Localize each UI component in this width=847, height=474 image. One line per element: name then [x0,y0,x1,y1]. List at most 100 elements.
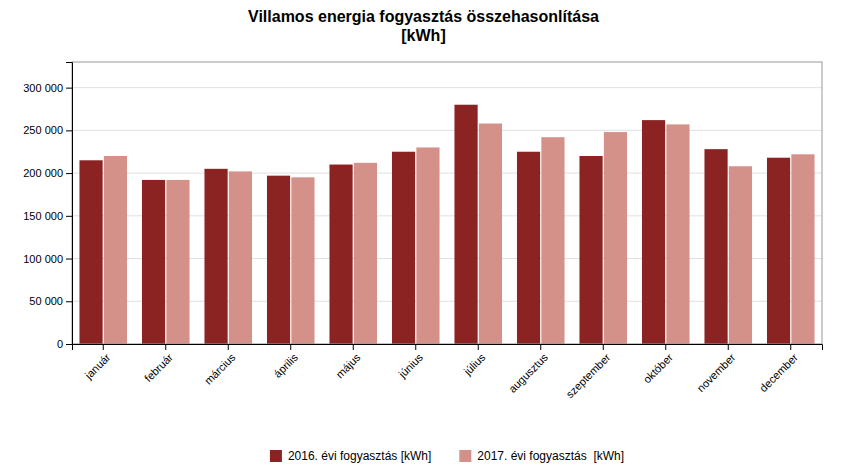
x-tick: április [271,344,300,380]
x-tick-label: július [461,351,488,378]
x-tick-mark [790,344,791,350]
x-tick: november [695,344,738,394]
y-axis: 0 50 000 100 000 150 000 200 000 250 000 300 0… [23,63,72,351]
bar [392,152,415,344]
bar [704,149,727,344]
bar [454,105,477,344]
x-tick: március [202,344,238,387]
bar [267,176,290,344]
x-tick: augusztus [506,344,550,395]
y-tick: 250 000 [23,124,72,136]
x-tick-label: november [695,351,738,394]
x-tick: február [142,344,175,384]
bar [517,152,540,344]
y-tick: 0 [57,338,72,350]
y-tick-label: 0 [57,338,63,350]
y-tick-label: 300 000 [23,82,63,94]
bar-series [104,124,815,344]
x-tick-label: április [271,351,300,380]
bars [79,105,814,344]
x-tick-label: szeptember [563,351,612,400]
legend-label: 2017. évi fogyasztás [kWh] [477,449,624,463]
bar [791,154,814,344]
x-tick-label: június [396,351,426,381]
bar [642,120,665,344]
y-tick-label: 200 000 [23,167,63,179]
grid-line [72,87,822,88]
y-tick-mark [66,216,72,217]
legend-swatch [270,450,282,462]
bar [354,163,377,344]
x-tick-mark [165,344,166,350]
x-tick: október [641,344,676,386]
x-tick-mark [228,344,229,350]
bar [579,156,602,344]
legend-item: 2016. évi fogyasztás [kWh] [270,449,431,463]
y-tick: 100 000 [23,253,72,265]
bar [104,156,127,344]
bar [142,180,165,344]
y-tick-mark [66,344,72,345]
x-tick-label: október [641,351,676,386]
x-tick-mark [478,344,479,350]
y-tick: 150 000 [23,210,72,222]
bar [291,177,314,344]
x-tick-mark [103,344,104,350]
x-tick: július [461,344,488,378]
x-axis: január február március április május június jú… [73,344,823,400]
x-axis-line [73,345,823,351]
bar [767,158,790,344]
y-tick-label: 50 000 [29,295,63,307]
bar [79,160,102,344]
x-tick: december [757,344,800,394]
x-tick-mark [540,344,541,350]
x-tick-label: március [202,351,238,387]
bar [604,132,627,344]
grid-line [72,130,822,131]
bar [204,169,227,344]
x-tick: szeptember [563,344,612,400]
x-tick-label: február [142,351,175,384]
x-tick-label: december [757,351,800,394]
x-tick-label: május [333,351,363,381]
y-tick-label: 150 000 [23,210,63,222]
bar [666,124,689,344]
legend-swatch [459,450,471,462]
x-tick-mark [603,344,604,350]
legend-item: 2017. évi fogyasztás [kWh] [459,449,624,463]
y-tick: 300 000 [23,82,72,94]
legend: 2016. évi fogyasztás [kWh] 2017. évi fogy… [270,449,624,463]
x-tick-mark [290,344,291,350]
y-tick-mark [66,259,72,260]
y-tick-mark [66,301,72,302]
bar [416,147,439,344]
x-tick-mark [353,344,354,350]
y-tick-mark [66,173,72,174]
x-tick-mark [415,344,416,350]
y-axis-line [66,63,73,345]
x-tick: június [396,344,426,381]
legend-label: 2016. évi fogyasztás [kWh] [288,449,431,463]
y-tick-label: 250 000 [23,124,63,136]
y-tick: 50 000 [29,295,72,307]
y-tick-mark [66,88,72,89]
bar [729,166,752,344]
x-tick: január [82,344,113,382]
x-tick-mark [665,344,666,350]
title: Villamos energia fogyasztás összehasonlí… [248,8,599,44]
y-tick: 200 000 [23,167,72,179]
x-tick-label: január [82,351,113,382]
bar-series [79,105,790,344]
bar [166,180,189,344]
bar [479,124,502,344]
grid [72,88,822,344]
chart: Villamos energia fogyasztás összehasonlí… [0,0,847,474]
plot: 0 50 000 100 000 150 000 200 000 250 000 300 0… [23,62,822,400]
x-tick-label: augusztus [506,351,550,395]
bar [541,137,564,344]
x-tick: május [333,344,363,380]
y-tick-mark [66,130,72,131]
y-tick-label: 100 000 [23,253,63,265]
x-tick-mark [728,344,729,350]
bar [329,165,352,344]
